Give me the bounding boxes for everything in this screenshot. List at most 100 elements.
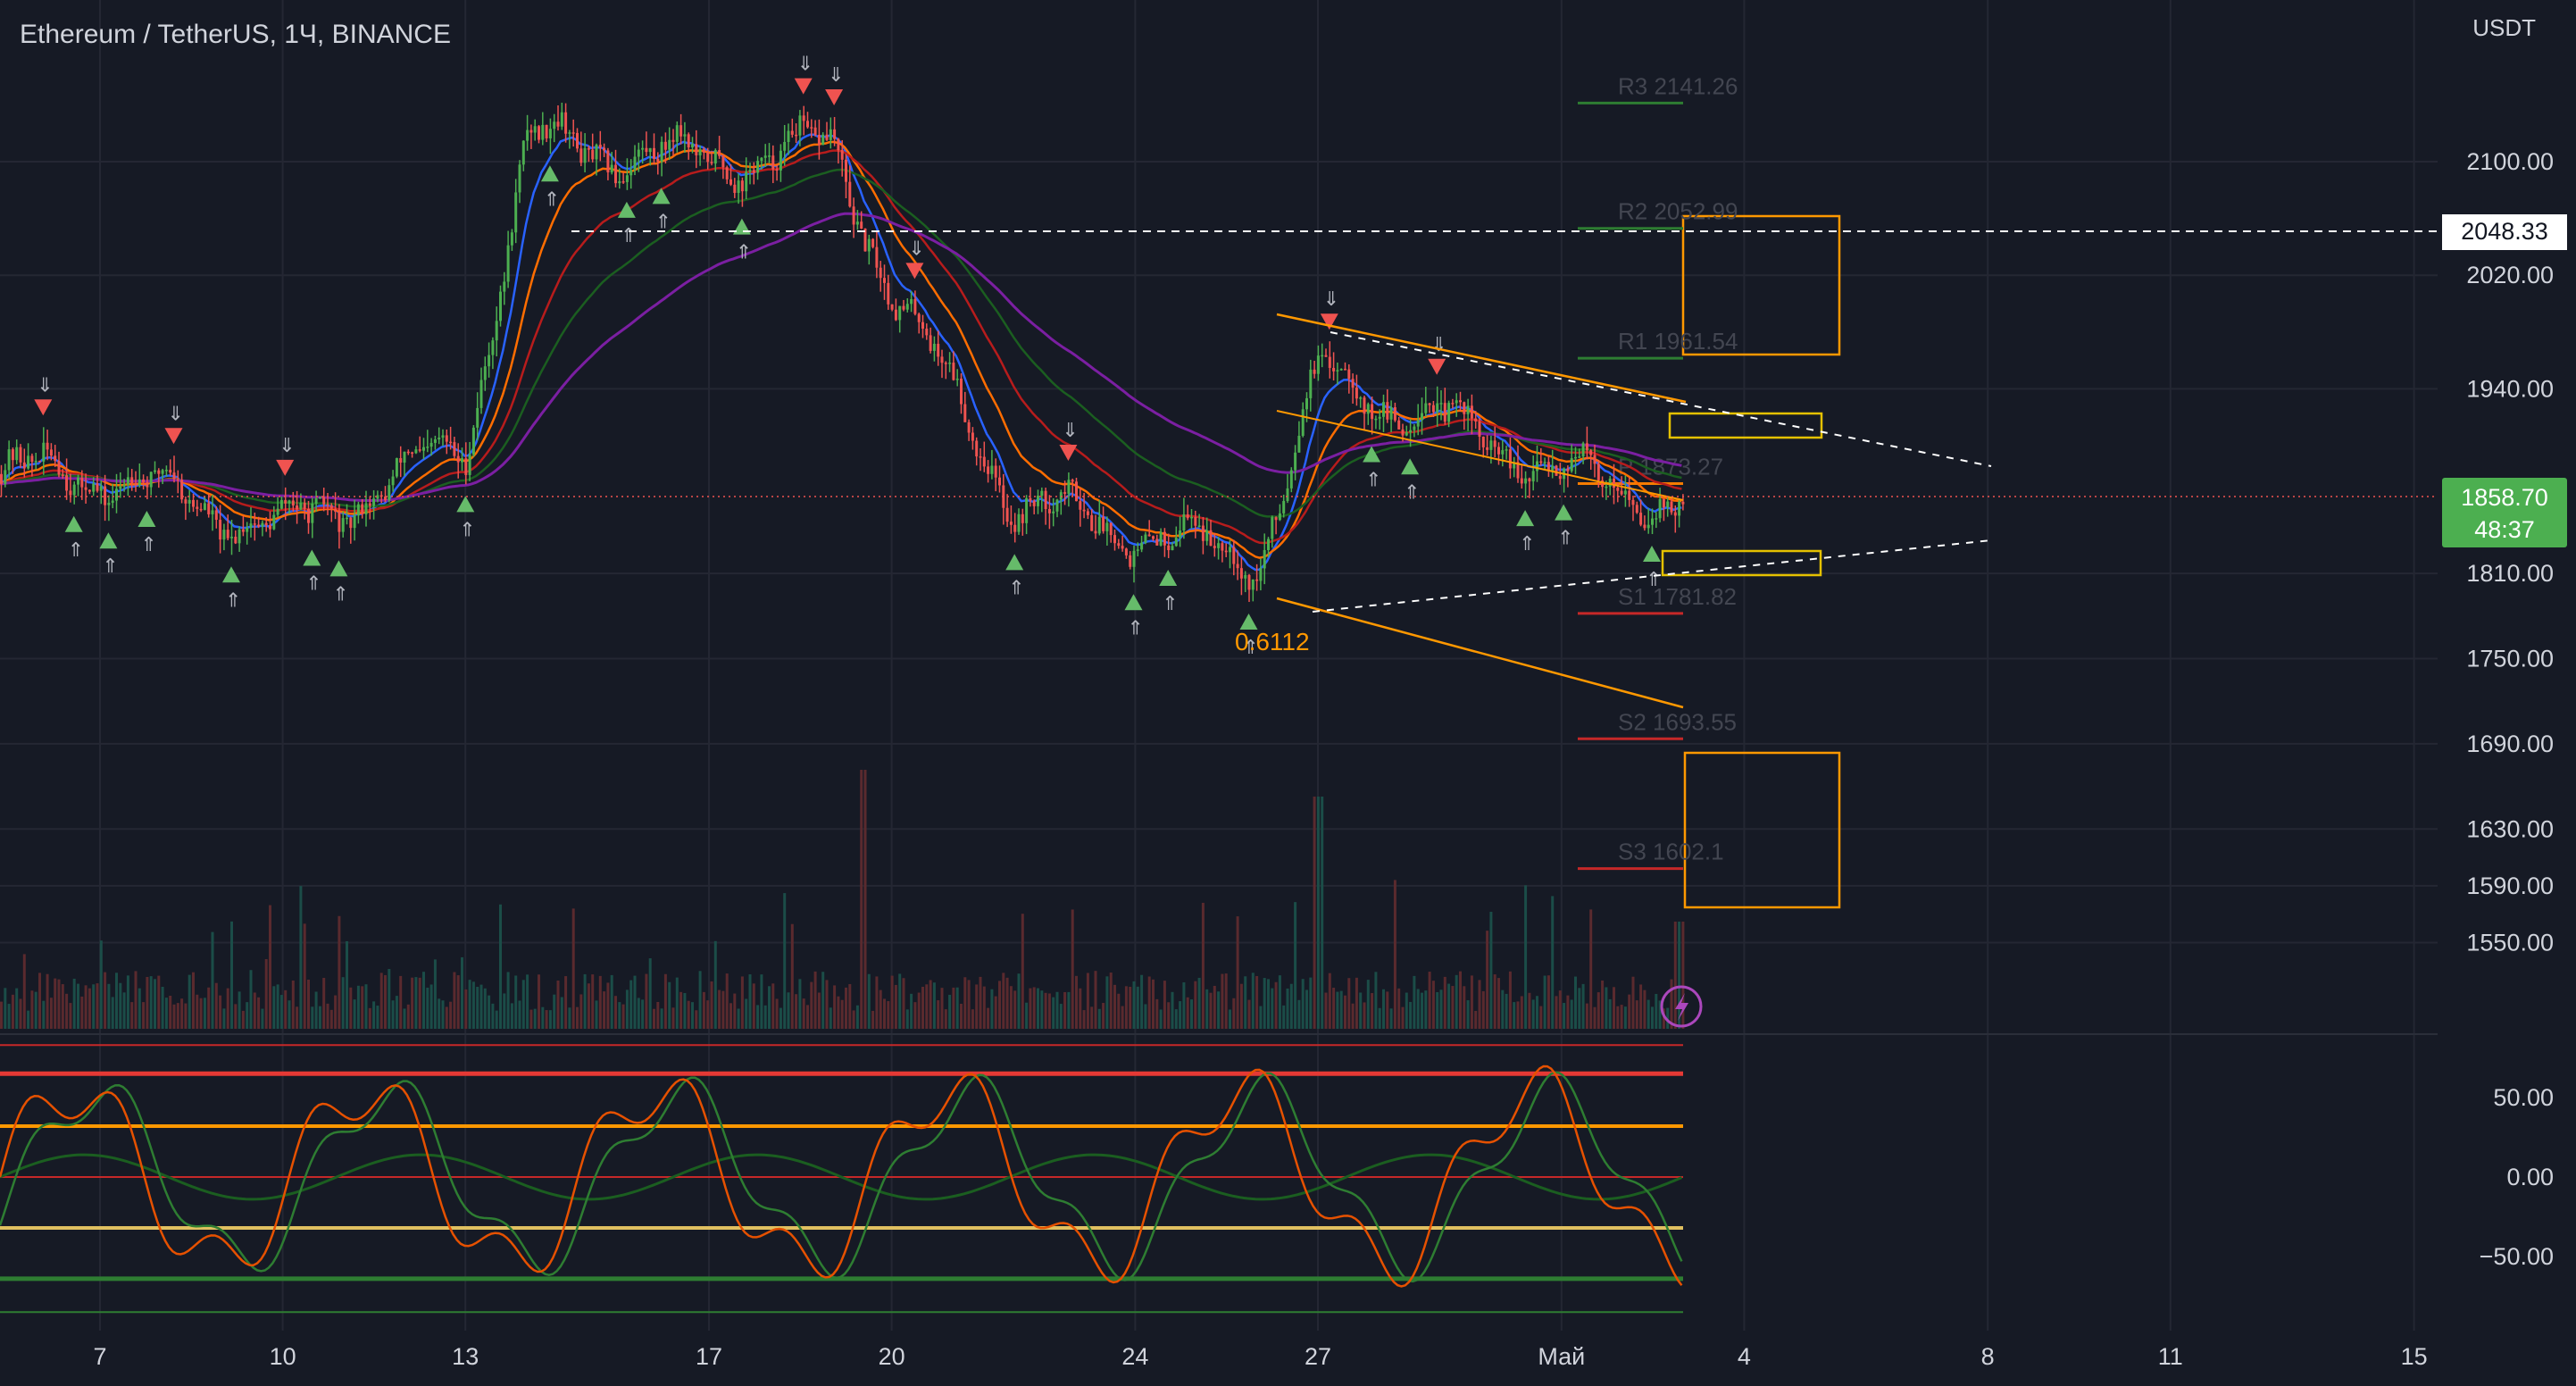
candle-body [276, 508, 279, 515]
candle-body [349, 517, 353, 529]
volume-bar [1082, 1010, 1086, 1029]
candle-body [710, 162, 713, 164]
candle-body [314, 498, 318, 504]
channel-upper [1276, 313, 1687, 404]
candle-body [675, 125, 679, 142]
volume-bar [1171, 991, 1174, 1029]
volume-bar [867, 973, 871, 1029]
candle-body [84, 487, 88, 490]
candle-body [46, 442, 49, 450]
candle-body [1090, 514, 1094, 531]
candle-body [1424, 403, 1428, 413]
signal-markers: ⇓⇑⇑⇑⇓⇑⇓⇑ ⇑⇑⇑⇑⇑⇑⇓ ⇓⇓⇑⇓⇑⇑⇑⇓⇑⇑⇓⇑ ⇑⇑ [34, 54, 1662, 659]
volume-bar [1558, 990, 1562, 1029]
time-axis-tick: 8 [1981, 1343, 1995, 1370]
volume-bars [0, 770, 1685, 1029]
candle-body [1501, 450, 1505, 455]
candle-body [960, 378, 963, 405]
candle-body [1655, 518, 1658, 520]
volume-bar [656, 1001, 660, 1029]
volume-bar [1551, 896, 1555, 1029]
time-axis-tick: 24 [1121, 1343, 1148, 1370]
candle-body [1566, 468, 1570, 472]
up-arrow-marker: ⇑ [1128, 617, 1144, 639]
candle-body [19, 447, 22, 463]
candle-body [414, 449, 418, 454]
volume-bar [579, 994, 583, 1029]
candle-body [591, 149, 595, 160]
candle-body [1382, 402, 1385, 417]
volume-bar [963, 977, 967, 1029]
candle-body [142, 479, 146, 483]
volume-bar [27, 1010, 30, 1029]
volume-bar [257, 997, 261, 1029]
candle-body [445, 435, 448, 442]
volume-bar [564, 976, 568, 1029]
volume-bar [346, 940, 348, 1029]
candle-body [1558, 475, 1562, 480]
volume-bar [545, 1010, 548, 1029]
candle-body [648, 147, 652, 153]
candle-body [391, 476, 395, 486]
candle-body [718, 150, 721, 156]
buy-signal [540, 165, 559, 182]
candle-body [111, 500, 114, 503]
volume-bar [126, 975, 129, 1029]
volume-bar [1347, 978, 1351, 1029]
volume-bar [1681, 922, 1685, 1029]
time-axis-tick: Май [1538, 1343, 1585, 1370]
up-arrow-marker: ⇑ [140, 534, 156, 556]
volume-bar [495, 1010, 498, 1029]
volume-bar [975, 984, 979, 1029]
candle-body [1355, 388, 1358, 399]
candle-body [998, 477, 1001, 486]
volume-bar [1147, 976, 1151, 1029]
candle-body [645, 147, 648, 153]
candle-body [1013, 524, 1017, 532]
volume-bar [1086, 973, 1089, 1029]
candle-body [529, 129, 533, 133]
candle-body [691, 144, 694, 148]
volume-bar [1124, 986, 1128, 1029]
candle-body [695, 144, 698, 155]
volume-bar [514, 975, 518, 1029]
candle-body [1144, 534, 1147, 543]
volume-bar [303, 923, 306, 1029]
volume-bar [138, 988, 141, 1029]
candle-body [817, 134, 821, 146]
candle-body [441, 435, 445, 438]
volume-bar [372, 1001, 376, 1029]
volume-bar [890, 975, 894, 1029]
down-arrow-marker: ⇓ [168, 403, 184, 425]
volume-bar [1025, 1002, 1029, 1029]
volume-bar [1044, 992, 1047, 1029]
countdown-text: 48:37 [2474, 516, 2535, 543]
candle-body [1289, 470, 1293, 488]
volume-bar [1186, 997, 1189, 1029]
candle-body [1316, 355, 1320, 374]
time-axis-tick: 10 [270, 1343, 296, 1370]
volume-bar [1247, 999, 1251, 1029]
candle-body [1113, 535, 1116, 544]
candle-body [571, 132, 575, 134]
volume-bar [671, 1007, 675, 1029]
volume-bar [1501, 989, 1505, 1029]
volume-bar [645, 973, 648, 1029]
volume-bar [990, 989, 994, 1029]
candle-body [34, 461, 38, 463]
volume-bar [653, 1008, 655, 1029]
volume-bar [1163, 981, 1166, 1029]
candle-body [1067, 480, 1071, 494]
candle-body [1478, 421, 1481, 437]
time-axis-tick: 7 [93, 1343, 106, 1370]
candle-body [1508, 449, 1512, 469]
volume-bar [1205, 989, 1209, 1029]
candle-body [852, 206, 855, 225]
candle-body [411, 452, 414, 455]
candle-body [1463, 402, 1466, 414]
volume-bar [57, 979, 61, 1029]
volume-bar [852, 1010, 855, 1029]
volume-bar [1224, 973, 1228, 1029]
candle-body [1416, 420, 1420, 427]
